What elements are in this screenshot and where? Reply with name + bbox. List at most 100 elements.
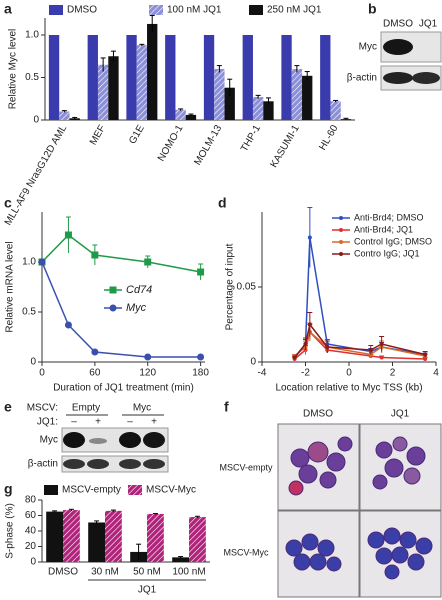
legend-swatch <box>249 5 263 15</box>
marker <box>91 251 99 259</box>
band <box>87 459 109 469</box>
panel-label: g <box>4 481 13 497</box>
marker <box>64 231 72 239</box>
line <box>41 261 201 358</box>
legend-label: Contro IgG; JQ1 <box>354 248 420 258</box>
marker <box>423 352 428 357</box>
x-tick-label: MLL-AF9 NrasG12D AML <box>3 123 70 228</box>
y-tick-label: 40 <box>25 526 37 537</box>
micrographs-f: f DMSO JQ1 MSCV-empty MSCV-Myc <box>219 399 442 598</box>
bar <box>97 64 109 120</box>
bar <box>48 35 60 120</box>
lane-label: JQ1 <box>419 19 438 30</box>
legend-label: Anti-Brd4; JQ1 <box>354 224 413 234</box>
row-label: Myc <box>359 42 377 53</box>
row-label: MSCV-Myc <box>224 547 270 557</box>
x-tick-label: 120 <box>139 368 156 379</box>
band <box>119 432 141 448</box>
bar <box>126 35 137 120</box>
panel-label: f <box>224 399 229 415</box>
marker <box>197 353 205 361</box>
bar <box>214 69 225 120</box>
x-tick-label: 2 <box>390 368 396 379</box>
vector-label: Empty <box>72 403 100 414</box>
bar <box>203 35 215 120</box>
x-tick-label: DMSO <box>48 567 78 578</box>
marker <box>339 228 343 232</box>
band <box>412 72 440 84</box>
bar <box>281 35 292 120</box>
bar <box>147 513 164 562</box>
bar <box>165 35 176 120</box>
x-tick-label: 0 <box>346 368 352 379</box>
x-tick-label: HL-60 <box>317 123 340 152</box>
treatment: + <box>95 417 101 428</box>
y-axis-label: S-phase (%) <box>5 503 16 559</box>
marker <box>339 240 343 244</box>
bar <box>302 75 313 120</box>
x-tick-label: 60 <box>89 368 101 379</box>
treatment: – <box>71 417 77 428</box>
x-axis-label: Duration of JQ1 treatment (min) <box>53 383 194 394</box>
x-tick-label: THP-1 <box>239 123 263 154</box>
band <box>119 459 141 469</box>
band <box>63 459 85 469</box>
y-axis-label: Relative mRNA level <box>5 241 16 332</box>
legend-swatch <box>128 485 142 495</box>
legend-label: 250 nM JQ1 <box>267 5 322 16</box>
y-tick-label: 0 <box>30 357 36 368</box>
group-label: JQ1 <box>138 585 157 596</box>
y-tick-label: 20 <box>25 541 37 552</box>
x-tick-label: MEF <box>88 123 108 147</box>
band <box>89 438 107 444</box>
y-tick-label: 80 <box>25 495 37 506</box>
marker <box>144 258 152 266</box>
bar <box>63 510 80 562</box>
row-label: MSCV-empty <box>219 462 273 472</box>
x-tick-label: 4 <box>433 368 439 379</box>
panel-label: e <box>4 399 12 415</box>
line <box>294 330 426 357</box>
x-tick-label: 50 nM <box>133 567 161 578</box>
header-label: JQ1: <box>37 417 58 428</box>
legend-label: DMSO <box>67 5 97 16</box>
y-tick-label: 1.0 <box>22 257 36 268</box>
y-tick-label: 0.05 <box>237 282 257 293</box>
legend-label: Control IgG; DMSO <box>354 236 432 246</box>
blot-membrane <box>61 455 169 473</box>
panel-label: b <box>368 1 377 17</box>
legend-label: 100 nM JQ1 <box>167 5 222 16</box>
bar <box>252 97 264 120</box>
band <box>383 39 413 55</box>
bar <box>175 109 186 120</box>
legend-label: Myc <box>126 302 147 314</box>
treatment: + <box>151 417 157 428</box>
cells <box>285 436 433 580</box>
x-axis-label: Location relative to Myc TSS (kb) <box>275 383 422 394</box>
legend-swatch <box>49 5 63 15</box>
row-label: β-actin <box>28 459 58 470</box>
bar <box>189 517 206 562</box>
bar <box>330 101 341 120</box>
bar <box>320 35 331 120</box>
legend-swatch <box>149 5 163 15</box>
x-tick-label: 100 nM <box>172 567 205 578</box>
bar <box>46 511 63 562</box>
bar <box>242 35 253 120</box>
bar <box>136 45 148 121</box>
band <box>143 459 165 469</box>
legend-label: Anti-Brd4; DMSO <box>354 212 424 222</box>
x-tick-label: -2 <box>301 368 310 379</box>
band <box>143 432 165 448</box>
marker <box>292 355 297 360</box>
header-label: MSCV: <box>27 403 58 414</box>
x-tick-label: 180 <box>192 368 209 379</box>
x-tick-label: MOLM-13 <box>193 123 225 167</box>
marker <box>303 342 308 346</box>
x-tick-label: 0 <box>39 368 45 379</box>
x-tick-label: KASUMI-1 <box>269 123 302 170</box>
marker <box>423 357 428 361</box>
column-label: JQ1 <box>391 409 410 420</box>
legend-label: MSCV-empty <box>62 485 121 496</box>
